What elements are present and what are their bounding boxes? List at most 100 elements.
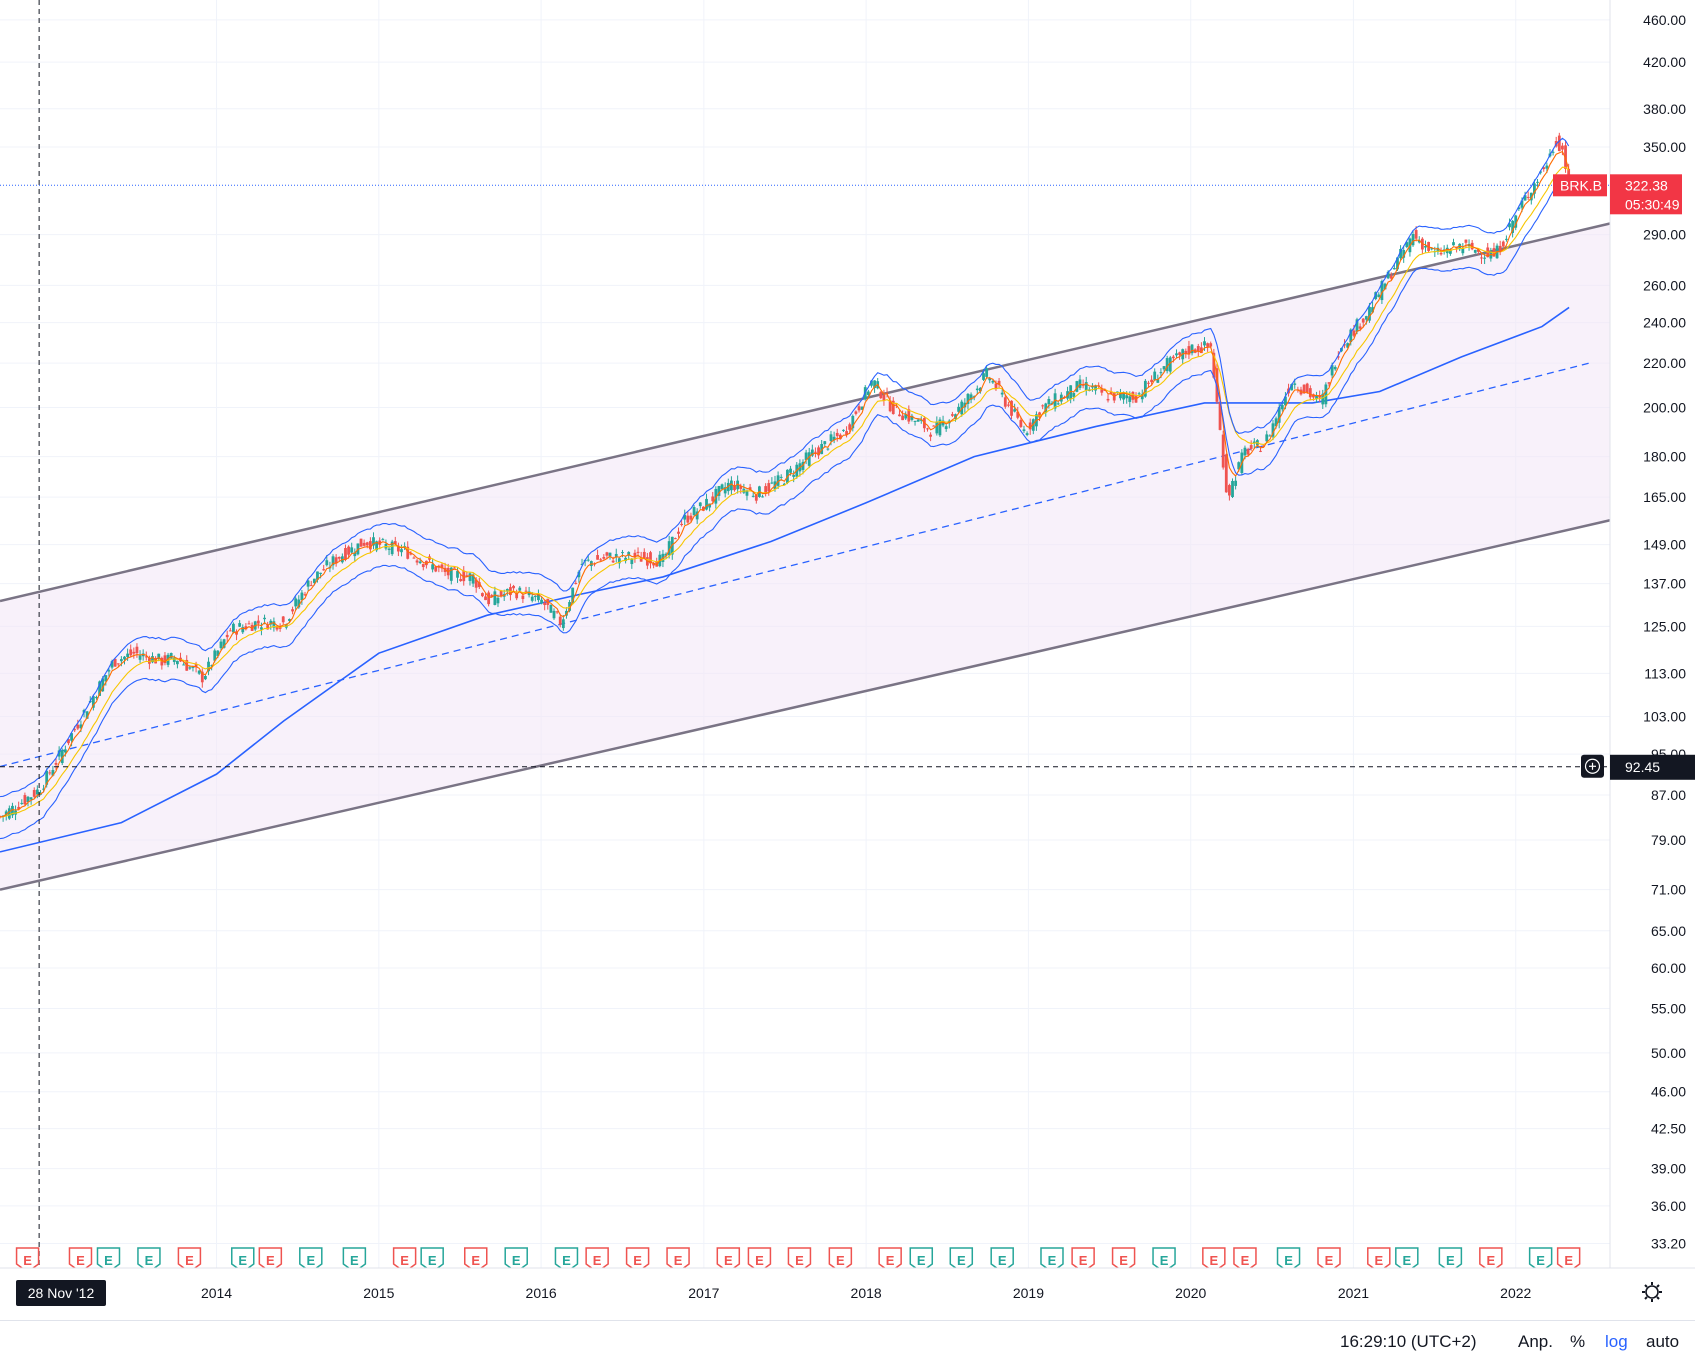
candle-body <box>197 670 201 674</box>
price-tick-label: 55.00 <box>1651 1001 1686 1017</box>
candle-body <box>624 557 627 562</box>
candle-body <box>147 658 151 664</box>
candle-body <box>1171 356 1175 359</box>
candle-body <box>119 659 123 662</box>
candle-body <box>916 419 920 422</box>
candle-body <box>680 523 684 526</box>
candle-body <box>375 541 379 551</box>
candle-body <box>219 641 223 649</box>
candle-body <box>1305 383 1309 393</box>
candle-body <box>1380 281 1384 301</box>
earnings-label: E <box>76 1253 85 1268</box>
candle-body <box>505 588 509 592</box>
candle-body <box>1122 392 1125 400</box>
candle-body <box>649 552 652 564</box>
candle-body <box>1355 319 1359 332</box>
candle-body <box>1013 409 1017 412</box>
earnings-label: E <box>957 1253 966 1268</box>
candle-body <box>490 595 494 597</box>
candle-body <box>761 496 764 498</box>
candle-body <box>1561 145 1564 150</box>
candle-body <box>1196 346 1200 352</box>
price-tick-label: 220.00 <box>1643 355 1686 371</box>
time-tick-label: 2019 <box>1013 1285 1044 1301</box>
candle-body <box>7 808 11 819</box>
price-tick-label: 33.20 <box>1651 1236 1686 1252</box>
candle-body <box>944 426 948 430</box>
price-tick-label: 290.00 <box>1643 227 1686 243</box>
candle-body <box>596 555 599 560</box>
candle-body <box>459 579 463 582</box>
ema-fast-line <box>0 150 1570 818</box>
earnings-label: E <box>1536 1253 1545 1268</box>
candle-body <box>300 592 304 600</box>
candle-body <box>194 663 198 668</box>
candle-body <box>1056 403 1060 405</box>
candle-body <box>1483 257 1487 259</box>
candle-body <box>309 585 313 587</box>
candle-body <box>1358 326 1362 329</box>
auto-scale-toggle[interactable]: auto <box>1646 1332 1680 1351</box>
candle-body <box>1022 429 1026 432</box>
candle-body <box>110 661 114 668</box>
candle-body <box>957 406 961 412</box>
candle-body <box>1209 343 1213 347</box>
candle-body <box>782 483 786 486</box>
candle-body <box>57 750 61 757</box>
earnings-label: E <box>795 1253 804 1268</box>
candle-body <box>35 789 39 795</box>
candle-body <box>499 590 503 597</box>
candle-body <box>711 496 715 502</box>
candle-body <box>683 514 687 520</box>
candle-body <box>1480 257 1483 259</box>
candle-body <box>1187 346 1191 355</box>
candle-body <box>621 552 624 554</box>
settings-gear-icon[interactable] <box>1642 1282 1662 1302</box>
crosshair-price-text: 92.45 <box>1625 759 1660 775</box>
candle-body <box>720 484 724 490</box>
candle-body <box>736 480 740 490</box>
percent-scale-toggle[interactable]: % <box>1570 1332 1586 1351</box>
earnings-label: E <box>1325 1253 1334 1268</box>
dashed-trend-line <box>0 362 1590 768</box>
candle-body <box>372 537 375 546</box>
candle-body <box>692 507 696 516</box>
log-scale-toggle[interactable]: log <box>1605 1332 1628 1351</box>
candle-body <box>23 795 27 805</box>
price-tick-label: 103.00 <box>1643 708 1686 724</box>
candle-body <box>1520 200 1524 208</box>
candle-body <box>1190 344 1194 354</box>
candle-body <box>789 468 792 473</box>
candle-body <box>17 806 21 810</box>
candle-body <box>191 666 195 668</box>
time-tick-label: 2016 <box>526 1285 557 1301</box>
candle-body <box>176 660 179 665</box>
candle-body <box>826 448 830 450</box>
trend-channel[interactable] <box>0 222 1611 891</box>
price-tick-label: 200.00 <box>1643 400 1686 416</box>
candle-body <box>228 630 232 632</box>
candle-body <box>814 451 817 453</box>
time-axis[interactable]: 2014 2015 2016 2017 2018 2019 2020 2021 2022 <box>0 1267 1695 1320</box>
candle-body <box>204 676 207 680</box>
earnings-label: E <box>428 1253 437 1268</box>
candle-body <box>1010 400 1013 416</box>
candle-body <box>614 553 618 558</box>
adjust-toggle[interactable]: Anp. <box>1518 1332 1553 1351</box>
earnings-label: E <box>145 1253 154 1268</box>
channel-fill <box>0 223 1610 890</box>
candle-body <box>216 650 220 656</box>
candle-body <box>1508 223 1511 228</box>
time-tick-label: 2014 <box>201 1285 232 1301</box>
candle-body <box>477 582 481 588</box>
candle-body <box>543 602 547 605</box>
candle-body <box>627 551 631 556</box>
earnings-label: E <box>836 1253 845 1268</box>
earnings-label: E <box>633 1253 642 1268</box>
candle-body <box>954 414 957 419</box>
candle-body <box>381 539 385 541</box>
candle-body <box>107 670 111 672</box>
candle-body <box>848 424 852 430</box>
